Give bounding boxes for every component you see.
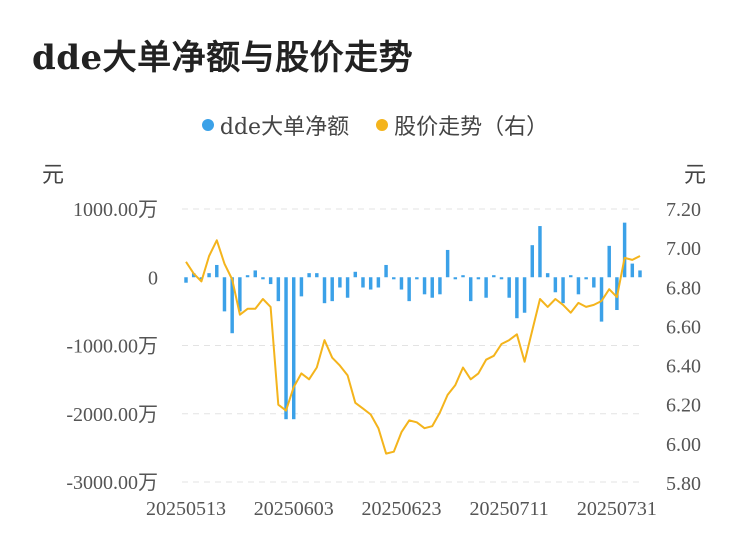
dde-bar [184,277,188,283]
right-axis-unit: 元 [684,163,707,188]
dde-bar [215,264,219,278]
x-axis-tick-label: 20250603 [254,498,334,520]
dde-bar [622,222,627,278]
dde-bar [422,277,427,295]
dde-bar [453,277,458,280]
price-line [185,239,641,455]
dde-bar [307,273,311,278]
right-axis-tick-label: 5.80 [666,473,701,495]
dde-bar [207,273,211,278]
dde-bar [484,277,488,298]
dde-bar [230,277,234,334]
dde-bar [499,277,504,280]
chart-title: dde大单净额与股价走势 [32,38,414,78]
dde-bar [468,277,473,302]
left-axis-tick-label: -1000.00万 [66,336,158,358]
dde-bar [553,277,558,293]
right-axis-tick-label: 6.80 [666,277,701,299]
dde-bar [291,277,296,420]
dde-bar [545,273,550,278]
dde-bar [253,270,257,278]
dde-bar [276,277,281,302]
legend-label-dde: dde大单净额 [219,115,350,140]
dde-bar [592,277,596,288]
right-axis-tick-label: 6.40 [666,356,701,378]
dde-bar [384,264,388,278]
dde-bar [561,277,565,304]
x-axis-tick-label: 20250731 [577,498,657,520]
dde-bar [268,277,273,285]
dde-bar [492,275,496,278]
dde-bar [584,277,588,280]
dde-bar [399,277,404,290]
dde-bar [630,263,635,278]
legend-label-price: 股价走势（右） [394,115,549,140]
dde-bar [415,277,419,280]
legend-dot-dde [201,119,214,131]
right-axis-tick-label: 6.00 [666,434,701,456]
dde-bar [299,277,304,297]
dde-bar [238,277,242,312]
dde-bar [476,277,481,280]
dde-bar [530,245,535,278]
dde-bar [438,277,442,295]
dde-bar [607,245,611,278]
dde-bar [191,273,196,278]
dde-bar [222,277,227,312]
x-axis-tick-label: 20250513 [146,498,226,520]
dde-bar [430,277,434,298]
x-axis-tick-label: 20250623 [361,498,441,520]
dde-bar [261,277,265,280]
dde-bar [515,277,519,319]
dde-bar [345,277,350,298]
left-axis-tick-label: 1000.00万 [73,199,158,221]
left-axis-tick-label: -3000.00万 [66,472,158,494]
legend-dot-price [376,119,389,131]
dde-bar [322,277,327,304]
dde-bar [376,277,381,288]
dde-bar [315,273,319,278]
dde-bar [445,249,450,278]
dde-bar [361,277,365,288]
left-axis-tick-label: -2000.00万 [66,404,158,426]
dde-bar [392,277,396,280]
dde-bar [538,226,542,278]
dde-bar [245,275,250,278]
left-axis-tick-label: 0 [148,267,158,289]
dde-bar [368,277,373,290]
dde-bar [576,277,581,295]
dde-bar [461,275,465,278]
right-axis-tick-label: 6.20 [666,395,701,417]
legend-item-price[interactable]: 股价走势（右） [376,109,548,141]
x-axis-tick-label: 20250711 [470,498,549,520]
dde-bar [338,277,342,288]
legend-item-dde[interactable]: dde大单净额 [201,109,350,141]
legend: dde大单净额 股价走势（右） [0,109,750,141]
right-axis-tick-label: 6.60 [666,316,701,338]
right-axis-tick-label: 7.20 [666,199,701,221]
dde-bar [330,277,334,302]
dde-bar [569,275,573,278]
left-axis-unit: 元 [42,163,65,188]
dde-bar [407,277,411,302]
right-axis-tick-label: 7.00 [666,238,701,260]
dde-bar [284,277,288,420]
dde-bar [353,271,358,278]
dde-bar [638,270,642,278]
dde-bar [507,277,511,298]
dde-bar [522,277,527,313]
